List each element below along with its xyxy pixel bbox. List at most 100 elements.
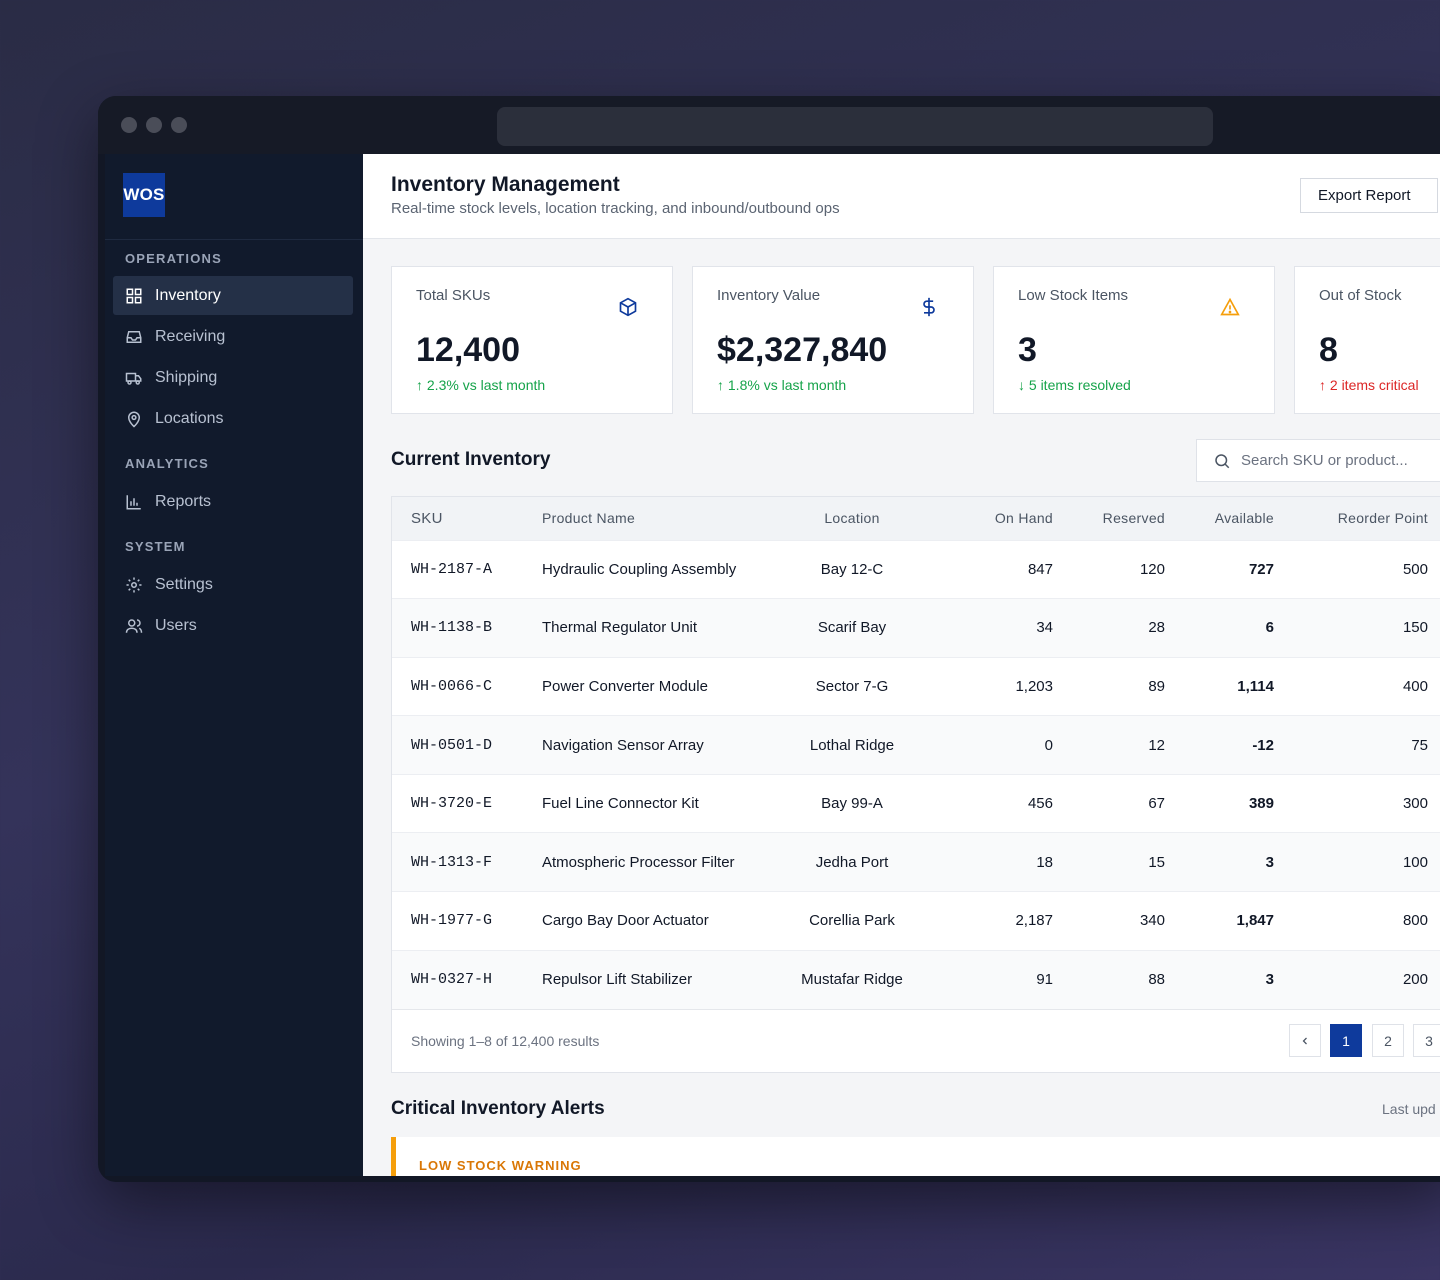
- cell-location: Bay 12-C: [757, 539, 947, 599]
- window-close-dot[interactable]: [121, 117, 137, 133]
- table-row[interactable]: WH-1313-F Atmospheric Processor Filter J…: [392, 832, 1440, 892]
- sidebar-item-label: Receiving: [155, 327, 226, 345]
- sidebar-item-locations[interactable]: Locations: [113, 399, 353, 438]
- table-row[interactable]: WH-1977-G Cargo Bay Door Actuator Corell…: [392, 891, 1440, 951]
- stat-card-inventory-value: Inventory Value $2,327,840 ↑ 1.8% vs las…: [692, 266, 974, 414]
- search-input[interactable]: [1241, 452, 1440, 469]
- stat-label: Low Stock Items: [1018, 287, 1129, 304]
- bar-chart-icon: [126, 494, 141, 509]
- cell-available: 6: [1189, 598, 1298, 658]
- cell-sku: WH-0066-C: [392, 656, 522, 716]
- stat-trend: ↑ 2 items critical: [1319, 377, 1419, 393]
- pagination-prev-button[interactable]: [1289, 1024, 1321, 1057]
- chevron-left-icon: [1302, 1037, 1307, 1044]
- dollar-icon: [923, 297, 935, 317]
- cell-product-name: Navigation Sensor Array: [522, 715, 757, 775]
- column-header-product-name[interactable]: Product Name: [542, 510, 636, 527]
- cell-reorder-point: 100: [1298, 832, 1440, 892]
- column-header-reserved[interactable]: Reserved: [1102, 510, 1165, 527]
- map-pin-icon: [127, 411, 141, 427]
- nav-section-system: SYSTEM: [125, 539, 186, 554]
- column-header-available[interactable]: Available: [1214, 510, 1274, 527]
- cell-sku: WH-2187-A: [392, 539, 522, 599]
- cell-product-name: Atmospheric Processor Filter: [522, 832, 757, 892]
- column-header-location[interactable]: Location: [824, 510, 880, 527]
- page-subtitle: Real-time stock levels, location trackin…: [391, 200, 840, 217]
- cell-location: Corellia Park: [757, 891, 947, 951]
- cell-sku: WH-1313-F: [392, 832, 522, 892]
- export-report-button[interactable]: Export Report: [1300, 178, 1438, 213]
- cell-product-name: Hydraulic Coupling Assembly: [522, 539, 757, 599]
- stat-value: $2,327,840: [717, 331, 888, 369]
- table-row[interactable]: WH-3720-E Fuel Line Connector Kit Bay 99…: [392, 773, 1440, 833]
- cell-available: 3: [1189, 832, 1298, 892]
- cell-sku: WH-0501-D: [392, 715, 522, 775]
- search-box[interactable]: [1196, 439, 1440, 482]
- column-header-reorder-point[interactable]: Reorder Point: [1337, 510, 1428, 527]
- cell-location: Scarif Bay: [757, 598, 947, 658]
- stat-value: 3: [1018, 331, 1037, 369]
- cell-reorder-point: 500: [1298, 539, 1440, 599]
- cell-on-hand: 2,187: [947, 891, 1077, 951]
- address-bar[interactable]: [497, 107, 1213, 146]
- cell-on-hand: 1,203: [947, 656, 1077, 716]
- stat-trend: ↓ 5 items resolved: [1018, 377, 1131, 393]
- column-header-on-hand[interactable]: On Hand: [994, 510, 1053, 527]
- sidebar-item-label: Locations: [155, 409, 224, 427]
- cell-product-name: Repulsor Lift Stabilizer: [522, 949, 757, 1009]
- sidebar-item-shipping[interactable]: Shipping: [113, 358, 353, 397]
- cell-on-hand: 847: [947, 539, 1077, 599]
- cell-reserved: 67: [1077, 773, 1189, 833]
- cell-reserved: 12: [1077, 715, 1189, 775]
- stat-label: Total SKUs: [416, 287, 491, 304]
- browser-window: WOS OPERATIONS Inventory Receiving Shipp…: [98, 96, 1440, 1182]
- cell-on-hand: 91: [947, 949, 1077, 1009]
- warning-icon: [1220, 297, 1240, 316]
- cell-available: 727: [1189, 539, 1298, 599]
- sidebar-item-label: Shipping: [155, 368, 218, 386]
- column-header-sku[interactable]: SKU: [411, 509, 443, 527]
- sidebar-item-label: Users: [155, 616, 197, 634]
- cell-available: 1,847: [1189, 891, 1298, 951]
- sidebar-item-inventory[interactable]: Inventory: [113, 276, 353, 315]
- alert-type-label: LOW STOCK WARNING: [419, 1158, 582, 1173]
- stat-value: 12,400: [416, 331, 520, 369]
- users-icon: [125, 618, 143, 633]
- grid-icon: [126, 288, 142, 303]
- sidebar-item-label: Inventory: [155, 286, 221, 304]
- sidebar-item-users[interactable]: Users: [113, 606, 353, 645]
- pagination-page-2[interactable]: 2: [1372, 1024, 1404, 1057]
- stat-trend: ↑ 2.3% vs last month: [416, 377, 546, 393]
- sidebar-item-receiving[interactable]: Receiving: [113, 317, 353, 356]
- pagination-page-1[interactable]: 1: [1330, 1024, 1362, 1057]
- gear-icon: [126, 577, 142, 592]
- inbox-icon: [126, 330, 142, 343]
- cell-reserved: 340: [1077, 891, 1189, 951]
- pagination-page-3[interactable]: 3: [1413, 1024, 1440, 1057]
- sidebar: WOS OPERATIONS Inventory Receiving Shipp…: [105, 154, 363, 1176]
- table-row[interactable]: WH-0501-D Navigation Sensor Array Lothal…: [392, 715, 1440, 775]
- table-footer: Showing 1–8 of 12,400 results 1 2 3: [392, 1009, 1440, 1072]
- logo[interactable]: WOS: [123, 173, 165, 217]
- table-row[interactable]: WH-0327-H Repulsor Lift Stabilizer Musta…: [392, 949, 1440, 1009]
- nav-section-operations: OPERATIONS: [125, 251, 222, 266]
- window-maximize-dot[interactable]: [171, 117, 187, 133]
- page-title: Inventory Management: [391, 173, 620, 196]
- search-icon: [1215, 453, 1230, 468]
- inventory-table: SKU Product Name Location On Hand Reserv…: [391, 496, 1440, 1073]
- cell-reorder-point: 400: [1298, 656, 1440, 716]
- cell-sku: WH-1138-B: [392, 598, 522, 658]
- table-row[interactable]: WH-0066-C Power Converter Module Sector …: [392, 656, 1440, 716]
- cell-reorder-point: 300: [1298, 773, 1440, 833]
- sidebar-item-settings[interactable]: Settings: [113, 565, 353, 604]
- window-minimize-dot[interactable]: [146, 117, 162, 133]
- table-row[interactable]: WH-2187-A Hydraulic Coupling Assembly Ba…: [392, 539, 1440, 599]
- alert-card-low-stock[interactable]: LOW STOCK WARNING: [391, 1137, 1440, 1176]
- results-count: Showing 1–8 of 12,400 results: [411, 1033, 600, 1049]
- table-row[interactable]: WH-1138-B Thermal Regulator Unit Scarif …: [392, 598, 1440, 658]
- sidebar-item-reports[interactable]: Reports: [113, 482, 353, 521]
- cell-sku: WH-0327-H: [392, 949, 522, 1009]
- cell-available: 389: [1189, 773, 1298, 833]
- nav-section-analytics: ANALYTICS: [125, 456, 209, 471]
- cell-location: Mustafar Ridge: [757, 949, 947, 1009]
